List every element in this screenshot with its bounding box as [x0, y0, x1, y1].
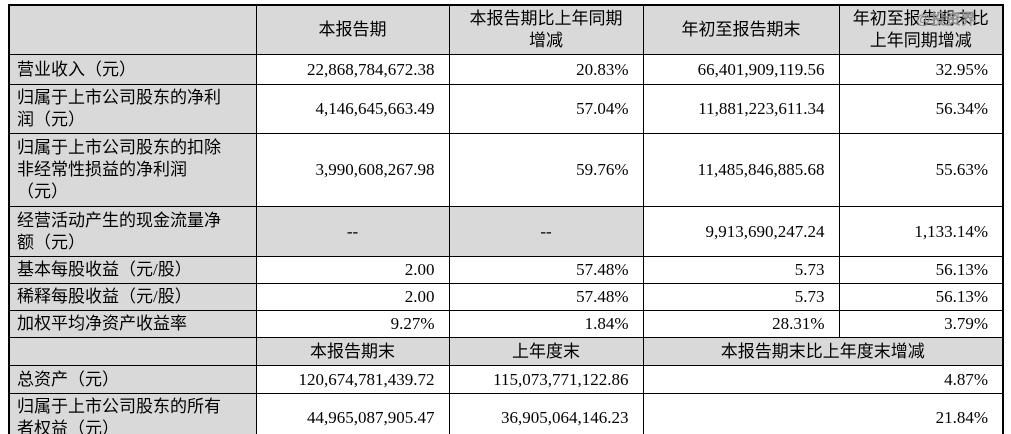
value-cell: 22,868,784,672.38	[255, 54, 450, 85]
header-current-period-yoy-change: 本报告期比上年同期 增减	[448, 4, 644, 55]
table-row-net-profit: 归属于上市公司股东的净利 润（元） 4,146,645,663.49 57.04…	[8, 84, 1004, 134]
row-label: 归属于上市公司股东的扣除 非经常性损益的净利润 （元）	[8, 133, 257, 207]
value-cell: 120,674,781,439.72	[255, 365, 450, 394]
value-cell: 66,401,909,119.56	[642, 54, 840, 85]
value-cell: 57.48%	[448, 283, 644, 311]
row-label: 经营活动产生的现金流量净 额（元）	[8, 206, 257, 257]
value-cell: 4.87%	[642, 365, 1004, 394]
table-row-diluted-eps: 稀释每股收益（元/股） 2.00 57.48% 5.73 56.13%	[8, 283, 1004, 311]
value-cell: 2.00	[255, 256, 450, 284]
financial-summary-table: 本报告期 本报告期比上年同期 增减 年初至报告期末 年初至报告期末比 上年同期增…	[8, 4, 1004, 434]
header-ytd-yoy-change: 年初至报告期末比 上年同期增减	[838, 4, 1004, 55]
section1-header-row: 本报告期 本报告期比上年同期 增减 年初至报告期末 年初至报告期末比 上年同期增…	[8, 4, 1004, 55]
value-cell: 115,073,771,122.86	[448, 365, 644, 394]
value-cell: 4,146,645,663.49	[255, 84, 450, 134]
value-cell: 36,905,064,146.23	[448, 393, 644, 434]
value-cell: 11,881,223,611.34	[642, 84, 840, 134]
value-cell: 21.84%	[642, 393, 1004, 434]
value-cell: 57.48%	[448, 256, 644, 284]
value-cell: 9,913,690,247.24	[642, 206, 840, 257]
value-cell: 3.79%	[838, 310, 1004, 338]
value-cell: 56.13%	[838, 283, 1004, 311]
value-cell: 32.95%	[838, 54, 1004, 85]
watermark: @投资界	[916, 11, 976, 28]
value-cell: 44,965,087,905.47	[255, 393, 450, 434]
table-row-equity-attributable: 归属于上市公司股东的所有 者权益（元） 44,965,087,905.47 36…	[8, 393, 1004, 434]
value-cell: 59.76%	[448, 133, 644, 207]
header-current-period: 本报告期	[255, 4, 450, 55]
value-cell: 56.34%	[838, 84, 1004, 134]
value-cell-na: --	[448, 206, 644, 257]
table-row-operating-cash-flow: 经营活动产生的现金流量净 额（元） -- -- 9,913,690,247.24…	[8, 206, 1004, 257]
value-cell: 5.73	[642, 283, 840, 311]
value-cell: 20.83%	[448, 54, 644, 85]
value-cell: 1.84%	[448, 310, 644, 338]
table-row-basic-eps: 基本每股收益（元/股） 2.00 57.48% 5.73 56.13%	[8, 256, 1004, 284]
row-label: 归属于上市公司股东的净利 润（元）	[8, 84, 257, 134]
table-row-weighted-avg-roe: 加权平均净资产收益率 9.27% 1.84% 28.31% 3.79%	[8, 310, 1004, 338]
value-cell: 1,133.14%	[838, 206, 1004, 257]
value-cell: 3,990,608,267.98	[255, 133, 450, 207]
value-cell: 28.31%	[642, 310, 840, 338]
value-cell: 57.04%	[448, 84, 644, 134]
corner-cell	[8, 337, 257, 366]
value-cell: 11,485,846,885.68	[642, 133, 840, 207]
value-cell: 5.73	[642, 256, 840, 284]
row-label: 总资产（元）	[8, 365, 257, 394]
row-label: 营业收入（元）	[8, 54, 257, 85]
header-year-to-date: 年初至报告期末	[642, 4, 840, 55]
row-label: 归属于上市公司股东的所有 者权益（元）	[8, 393, 257, 434]
table-row-total-assets: 总资产（元） 120,674,781,439.72 115,073,771,12…	[8, 365, 1004, 394]
value-cell: 2.00	[255, 283, 450, 311]
row-label: 基本每股收益（元/股）	[8, 256, 257, 284]
header-end-of-period: 本报告期末	[255, 337, 450, 366]
corner-cell	[8, 4, 257, 55]
value-cell: 55.63%	[838, 133, 1004, 207]
table-row-net-profit-excl-nonrecurring: 归属于上市公司股东的扣除 非经常性损益的净利润 （元） 3,990,608,26…	[8, 133, 1004, 207]
row-label: 加权平均净资产收益率	[8, 310, 257, 338]
section2-header-row: 本报告期末 上年度末 本报告期末比上年度末增减	[8, 337, 1004, 366]
header-change-vs-last-year-end: 本报告期末比上年度末增减	[642, 337, 1004, 366]
value-cell: 9.27%	[255, 310, 450, 338]
header-end-of-last-year: 上年度末	[448, 337, 644, 366]
value-cell-na: --	[255, 206, 450, 257]
table-row-revenue: 营业收入（元） 22,868,784,672.38 20.83% 66,401,…	[8, 54, 1004, 85]
row-label: 稀释每股收益（元/股）	[8, 283, 257, 311]
value-cell: 56.13%	[838, 256, 1004, 284]
